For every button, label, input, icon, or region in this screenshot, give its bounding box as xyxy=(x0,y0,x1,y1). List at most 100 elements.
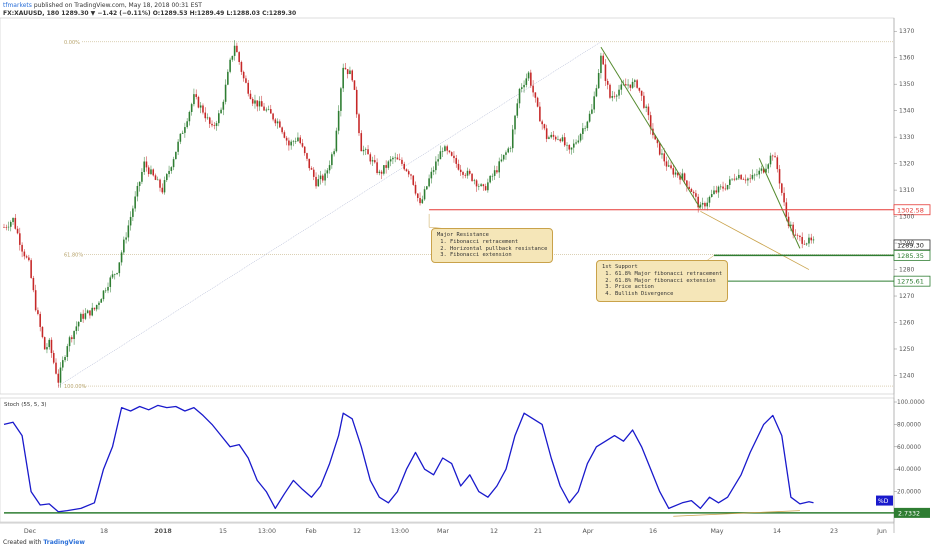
trendline-down-2 xyxy=(758,158,801,249)
candle-body xyxy=(615,95,618,97)
candle-body xyxy=(245,78,247,83)
publisher-name[interactable]: tfmarkets xyxy=(3,2,32,9)
candle-body xyxy=(37,310,39,314)
candle-body xyxy=(753,174,756,176)
candle-body xyxy=(478,186,480,187)
candle-body xyxy=(143,161,145,172)
candle-body xyxy=(803,243,806,245)
candle-body xyxy=(369,154,372,162)
annotation-first-support: 1st Support 1. 61.8% Major fibonacci ret… xyxy=(596,260,729,302)
candle-body xyxy=(93,307,96,310)
candle-body xyxy=(774,156,776,158)
candle-body xyxy=(179,133,182,142)
candle-body xyxy=(539,106,541,122)
candle-body xyxy=(301,143,304,147)
candle-body xyxy=(342,67,344,89)
candle-body xyxy=(563,137,566,146)
candle-body xyxy=(756,174,758,176)
fib-level-label: 61.80% xyxy=(64,253,83,259)
candle-body xyxy=(127,225,130,238)
candle-body xyxy=(355,89,358,115)
stoch-series-name: %D xyxy=(878,498,889,505)
candle-body xyxy=(41,326,44,338)
candle-body xyxy=(475,180,478,187)
candle-body xyxy=(405,169,408,172)
candle-body xyxy=(161,187,164,193)
candle-body xyxy=(735,178,738,180)
candle-body xyxy=(208,117,211,124)
stoch-tick-label: 20.0000 xyxy=(897,490,921,496)
candle-body xyxy=(123,239,125,253)
candle-body xyxy=(710,194,713,197)
candle-body xyxy=(290,141,292,146)
x-tick-label: 12 xyxy=(490,528,498,535)
x-tick-label: Apr xyxy=(583,528,594,535)
stoch-tick-label: 80.0000 xyxy=(897,422,921,428)
candle-body xyxy=(25,256,28,258)
candle-body xyxy=(670,165,672,169)
tradingview-logo[interactable]: TradingView xyxy=(43,539,85,546)
candle-body xyxy=(805,243,808,245)
candle-body xyxy=(206,117,209,119)
x-tick-label: 16 xyxy=(649,528,657,535)
candle-body xyxy=(658,143,661,155)
candle-body xyxy=(367,149,369,155)
annotation-line: 4. Bullish Divergence xyxy=(605,291,674,297)
candle-body xyxy=(84,313,87,319)
price-tick-label: 1370 xyxy=(899,28,914,35)
candle-body xyxy=(453,155,455,159)
stoch-tick-label: 60.0000 xyxy=(897,445,921,451)
candle-body xyxy=(163,180,166,193)
candle-body xyxy=(141,171,143,182)
candle-body xyxy=(21,244,23,252)
candle-body xyxy=(202,105,204,113)
candle-body xyxy=(66,346,69,357)
price-tick-label: 1250 xyxy=(899,346,914,353)
candle-body xyxy=(611,96,614,98)
price-pane xyxy=(0,17,895,395)
candle-body xyxy=(543,124,546,129)
candle-body xyxy=(695,193,697,197)
header-ohlc: FX:XAUUSD, 180 1289.30 ▼ −1.42 (−0.11%) … xyxy=(3,10,297,17)
candle-body xyxy=(536,97,539,107)
candle-body xyxy=(667,165,670,167)
candle-body xyxy=(190,104,193,112)
candle-body xyxy=(168,170,170,175)
candle-body xyxy=(661,153,663,155)
candle-body xyxy=(514,115,516,130)
candle-body xyxy=(597,73,600,89)
stoch-tick-label: 40.0000 xyxy=(897,467,921,473)
candle-body xyxy=(383,165,385,174)
x-tick-label: 14 xyxy=(773,528,781,535)
candle-body xyxy=(487,182,489,191)
candle-body xyxy=(340,88,342,111)
candle-body xyxy=(12,217,14,222)
candle-body xyxy=(374,160,376,163)
candle-body xyxy=(344,67,347,70)
annotation-line: 1. 61.8% Major fibonacci retracement xyxy=(605,270,723,277)
candle-body xyxy=(270,109,272,114)
x-tick-label: Dec xyxy=(24,528,37,535)
price-tick-label: 1270 xyxy=(899,293,914,300)
candle-body xyxy=(401,159,403,164)
candle-body xyxy=(118,262,121,274)
extension-line xyxy=(700,210,810,270)
candle-body xyxy=(573,143,575,148)
price-level-tag xyxy=(893,249,931,261)
price-tick-label: 1360 xyxy=(899,55,914,62)
candle-body xyxy=(82,313,84,319)
candle-body xyxy=(89,310,91,316)
candle-body xyxy=(796,235,799,237)
candle-body xyxy=(534,92,537,98)
candle-body xyxy=(292,141,295,143)
candle-body xyxy=(380,171,383,174)
candle-body xyxy=(77,321,80,327)
candle-body xyxy=(742,179,745,180)
stoch-title: Stoch (55, 5, 3) xyxy=(4,402,47,408)
x-tick-label: Feb xyxy=(305,528,316,535)
candle-body xyxy=(283,132,286,138)
x-tick-label: 23 xyxy=(830,528,838,535)
candle-body xyxy=(462,172,464,175)
candle-body xyxy=(516,103,519,116)
candle-body xyxy=(407,171,410,175)
